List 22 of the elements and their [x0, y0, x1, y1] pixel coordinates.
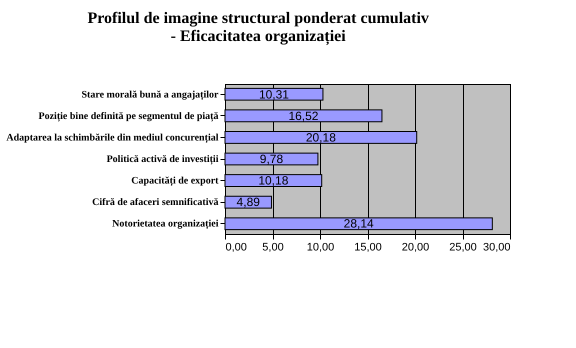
chart-title: Profilul de imagine structural ponderat cumulativ - Eficacitatea organizației	[87, 10, 429, 46]
x-tick-label: 5,00	[262, 242, 284, 254]
y-tick-label: Stare morală bună a angajaților	[81, 89, 220, 100]
y-tick-label: Cifră de afaceri semnificativă	[92, 197, 218, 208]
x-tick-label: 30,00	[482, 242, 510, 254]
x-tick-label: 0,00	[226, 242, 247, 254]
x-tick-label: 15,00	[354, 242, 382, 254]
data-label: 10,31	[258, 87, 290, 102]
data-label: 10,18	[258, 174, 289, 188]
data-label: 28,14	[344, 216, 374, 231]
y-tick-label: Notorietatea organizației	[112, 218, 219, 230]
data-label: 20,18	[306, 130, 336, 144]
data-label: 9,78	[260, 152, 284, 166]
y-tick-label: Capacități de export	[131, 176, 220, 187]
data-label: 4,89	[236, 195, 260, 210]
y-tick-label: Politică activă de investiții	[106, 154, 219, 165]
x-tick-label: 25,00	[449, 242, 477, 254]
y-tick-label: Poziție bine definită pe segmentul de piață	[38, 110, 218, 122]
y-tick-label: Adaptarea la schimbările din mediul concurențial	[6, 132, 219, 144]
x-tick-label: 10,00	[306, 242, 334, 254]
data-label: 16,52	[288, 108, 319, 123]
x-tick-label: 20,00	[402, 242, 430, 254]
